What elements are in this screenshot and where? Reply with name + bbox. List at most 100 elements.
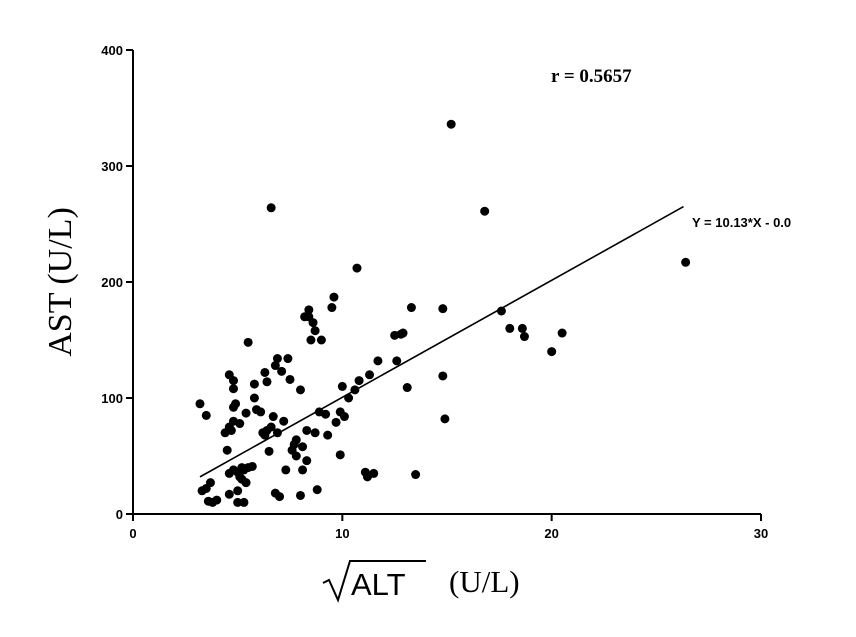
data-point [228, 376, 238, 386]
data-point [310, 428, 320, 438]
data-point [398, 328, 408, 338]
data-point [308, 318, 318, 328]
data-point [233, 486, 243, 496]
x-tick-label: 30 [754, 526, 768, 541]
data-point [237, 463, 247, 473]
data-point [369, 468, 379, 478]
y-ticks: 0 100 200 300 400 [101, 43, 133, 522]
data-point [226, 425, 236, 435]
data-point [228, 402, 238, 412]
data-point [291, 451, 301, 461]
x-axis-label-unit: (U/L) [449, 564, 520, 599]
data-point [505, 323, 515, 333]
data-point [283, 354, 293, 364]
regression-line [199, 205, 684, 478]
x-tick-label: 10 [335, 526, 349, 541]
data-point [201, 410, 211, 420]
data-point [438, 371, 448, 381]
y-tick-label: 400 [101, 43, 123, 58]
y-axis-label: AST (U/L) [42, 207, 79, 357]
data-point [208, 497, 218, 507]
data-point [339, 412, 349, 422]
data-point [312, 485, 322, 495]
data-point [233, 497, 243, 507]
data-point [310, 326, 320, 336]
data-point [222, 445, 232, 455]
data-point [402, 383, 412, 393]
y-tick-label: 200 [101, 275, 123, 290]
data-point [517, 323, 527, 333]
data-point [275, 492, 285, 502]
data-point [241, 478, 251, 488]
data-point [256, 407, 266, 417]
data-point [480, 206, 490, 216]
data-point [547, 347, 557, 357]
data-point [264, 446, 274, 456]
data-point [295, 490, 305, 500]
data-point [291, 435, 301, 445]
y-tick-label: 100 [101, 391, 123, 406]
data-point [266, 422, 276, 432]
data-point [352, 263, 362, 273]
data-point [241, 408, 251, 418]
sqrt-sign-icon [322, 560, 426, 603]
data-point [411, 470, 421, 480]
data-point [249, 379, 259, 389]
y-tick-label: 0 [116, 507, 123, 522]
data-point [195, 399, 205, 409]
x-tick-label: 0 [129, 526, 136, 541]
data-point [306, 335, 316, 345]
data-point [335, 450, 345, 460]
data-point [392, 356, 402, 366]
data-points [195, 119, 691, 507]
correlation-annotation: r = 0.5657 [551, 66, 632, 87]
equation-annotation: Y = 10.13*X - 0.0 [692, 215, 791, 230]
data-point [270, 361, 280, 371]
data-point [557, 328, 567, 338]
data-point [681, 257, 691, 267]
data-point [279, 416, 289, 426]
data-point [406, 303, 416, 313]
data-point [281, 465, 291, 475]
data-point [302, 425, 312, 435]
data-point [272, 354, 282, 364]
data-point [243, 337, 253, 347]
data-point [331, 417, 341, 427]
data-point [239, 497, 249, 507]
data-point [249, 393, 259, 403]
data-point [304, 305, 314, 315]
x-tick-label: 20 [544, 526, 558, 541]
data-point [205, 478, 215, 488]
data-point [354, 376, 364, 386]
data-point [438, 304, 448, 314]
data-point [285, 374, 295, 384]
data-point [327, 303, 337, 313]
data-point [316, 335, 326, 345]
x-ticks: 0 10 20 30 [129, 514, 768, 541]
data-point [228, 384, 238, 394]
data-point [302, 456, 312, 466]
data-point [224, 489, 234, 499]
data-point [266, 203, 276, 213]
x-axis-label: ALT (U/L) [322, 560, 520, 603]
data-point [247, 461, 257, 471]
data-point [298, 465, 308, 475]
data-point [440, 414, 450, 424]
data-point [329, 292, 339, 302]
data-point [295, 385, 305, 395]
data-point [323, 430, 333, 440]
data-point [235, 419, 245, 429]
data-point [519, 332, 529, 342]
x-axis-label-main: ALT [351, 567, 406, 602]
data-point [262, 377, 272, 387]
data-point [321, 409, 331, 419]
data-point [277, 366, 287, 376]
data-point [446, 119, 456, 129]
data-point [260, 367, 270, 377]
data-point [373, 356, 383, 366]
data-point [298, 442, 308, 452]
y-tick-label: 300 [101, 159, 123, 174]
data-point [337, 381, 347, 391]
data-point [268, 412, 278, 422]
